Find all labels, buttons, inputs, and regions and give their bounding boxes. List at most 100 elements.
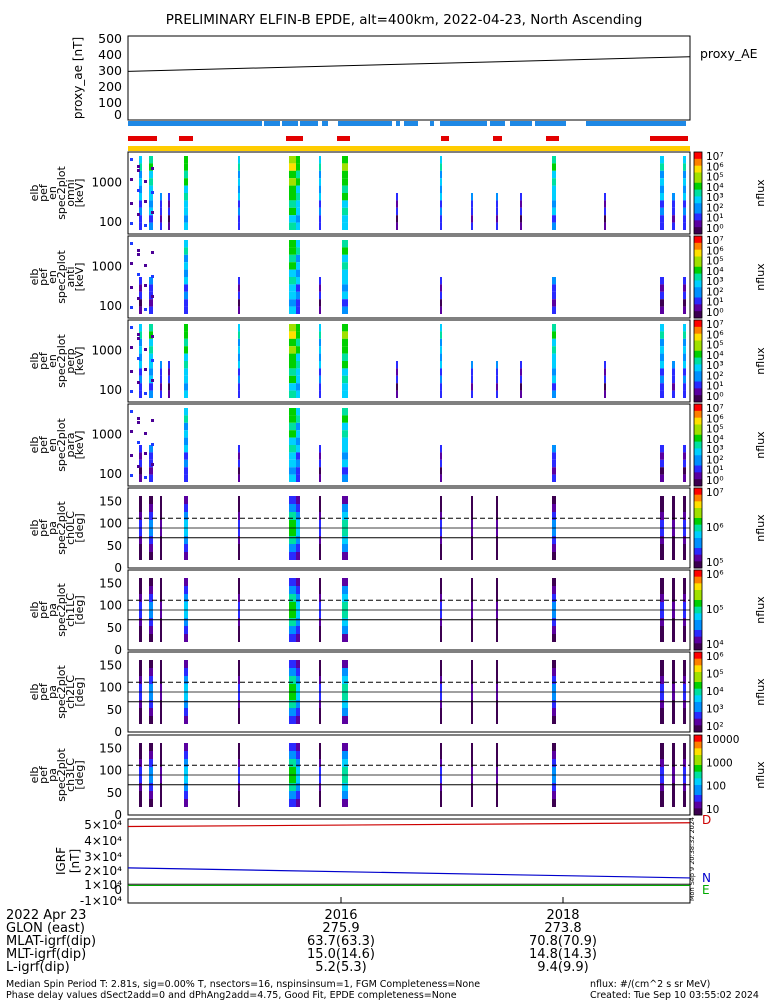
spectrogram-cell (396, 368, 398, 376)
pa-spectrogram-cell (683, 536, 686, 544)
pa-spectrogram-cell (342, 552, 348, 560)
spectrogram-cell (296, 170, 300, 179)
pa-spectrogram-cell (289, 552, 297, 560)
pa-spectrogram-cell (319, 743, 321, 751)
colorbar-segment (694, 692, 702, 696)
spectrogram-cell (184, 467, 188, 475)
spectrogram-cell (552, 324, 556, 332)
pa-spectrogram-cell (496, 660, 498, 668)
pa-spectrogram-cell (440, 578, 442, 586)
pa-spectrogram-cell (139, 552, 142, 560)
colorbar-segment (694, 189, 702, 194)
pa-spectrogram-cell (660, 759, 664, 767)
spectrogram-cell (683, 331, 686, 339)
pa-spectrogram-cell (552, 496, 556, 504)
pa-spectrogram-cell (440, 586, 442, 594)
colorbar-segment (694, 610, 702, 614)
pa-ylabel: [deg] (73, 677, 86, 706)
colorbar-segment (694, 623, 702, 628)
pa-spectrogram-cell (496, 618, 498, 626)
spectrogram-cell (471, 361, 473, 369)
pa-spectrogram-cell (160, 504, 162, 512)
spectrogram-cell (168, 215, 170, 223)
pa-spectrogram-cell (296, 618, 300, 626)
colorbar-segment (694, 431, 702, 436)
spectrogram-cell (660, 390, 664, 398)
pa-ylabel: elb (28, 520, 41, 537)
colorbar-label: 10⁴ (706, 350, 724, 362)
spectrogram-cell (319, 163, 321, 171)
spectrogram-cell (139, 306, 142, 314)
pa-spectrogram-cell (342, 692, 348, 700)
pa-spectrogram-cell (238, 594, 240, 602)
colorbar-segment (694, 273, 702, 278)
colorbar-segment (694, 468, 702, 473)
spectrogram-cell (137, 381, 140, 384)
colorbar-segment (694, 320, 702, 324)
pa-spectrogram-cell (672, 496, 675, 504)
colorbar-label: 10² (706, 370, 724, 382)
pa-spectrogram-cell (139, 799, 142, 807)
colorbar-segment (694, 246, 702, 251)
status-bar-red-segment (650, 136, 688, 141)
pa-spectrogram-cell (552, 692, 556, 700)
spectrogram-cell (139, 324, 142, 332)
spectrogram-cell (184, 415, 188, 423)
spectrogram-cell (683, 291, 686, 300)
spectrogram-cell (660, 156, 664, 164)
energy-ylabel: elb (28, 437, 41, 454)
pa-spectrogram-cell (660, 708, 664, 716)
spectrogram-cell (520, 193, 522, 201)
spectrogram-cell (144, 392, 147, 395)
pa-spectrogram-cell (496, 676, 498, 684)
status-bar-blue-segment (586, 121, 686, 126)
spectrogram-cell (319, 390, 321, 398)
spectrogram-cell (683, 200, 686, 208)
pa-spectrogram-cell (289, 743, 297, 751)
pa-spectrogram-cell (238, 552, 240, 560)
spectrogram-cell (296, 299, 300, 307)
colorbar-segment (694, 458, 702, 463)
spectrogram-cell (660, 277, 664, 285)
colorbar-label: 10⁰ (706, 223, 724, 235)
pa-spectrogram-cell (342, 791, 348, 799)
spectrogram-cell (139, 277, 142, 285)
spectrogram-cell (440, 338, 442, 347)
spectrogram-cell (296, 368, 300, 376)
colorbar-segment (694, 738, 702, 743)
spectrogram-cell (130, 370, 133, 373)
colorbar-label: 10⁵ (706, 424, 724, 436)
spectrogram-cell (137, 213, 140, 216)
colorbar-label: 10³ (706, 276, 724, 288)
spectrogram-cell (552, 346, 556, 354)
pa-spectrogram-cell (683, 700, 686, 708)
colorbar-segment (694, 662, 702, 666)
pa-spectrogram-cell (289, 610, 297, 618)
pa-spectrogram-cell (672, 791, 675, 799)
pa-spectrogram-cell (440, 751, 442, 759)
pa-spectrogram-cell (471, 684, 473, 692)
pa-spectrogram-cell (660, 602, 664, 610)
pa-spectrogram-cell (440, 512, 442, 520)
spectrogram-cell (440, 200, 442, 208)
pa-spectrogram-cell (672, 586, 675, 594)
colorbar-frame (693, 403, 703, 487)
spectrogram-cell (184, 284, 188, 292)
energy-tick: 1000 (91, 343, 122, 357)
pa-spectrogram-cell (139, 634, 142, 642)
spectrogram-cell (342, 375, 348, 384)
spectrogram-cell (130, 222, 133, 225)
xaxis-col2-value: 273.8 (544, 921, 582, 936)
spectrogram-cell (342, 277, 348, 285)
spectrogram-cell (149, 185, 153, 193)
pa-spectrogram-cell (238, 520, 240, 528)
pa-spectrogram-cell (289, 504, 297, 512)
pa-ylabel: ch3LC (64, 758, 77, 792)
pa-spectrogram-cell (683, 520, 686, 528)
spectrogram-cell (296, 163, 300, 171)
spectrogram-cell (683, 324, 686, 332)
spectrogram-cell (289, 474, 297, 482)
proxy-ae-line (127, 56, 691, 72)
colorbar-segment (694, 708, 702, 713)
